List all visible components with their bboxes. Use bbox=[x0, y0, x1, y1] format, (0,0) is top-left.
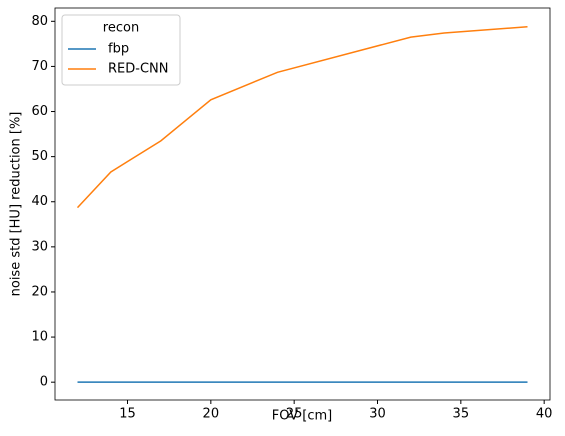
x-tick-label: 25 bbox=[286, 407, 303, 422]
x-tick-label: 40 bbox=[536, 407, 553, 422]
y-tick-label: 40 bbox=[31, 194, 48, 209]
y-tick-label: 30 bbox=[31, 239, 48, 254]
legend-box bbox=[61, 14, 181, 86]
x-tick-label: 20 bbox=[203, 407, 220, 422]
x-axis-label: FOV [cm] bbox=[272, 409, 332, 424]
legend-label: RED-CNN bbox=[108, 62, 168, 77]
y-axis-label: noise std [HU] reduction [%] bbox=[9, 112, 24, 297]
y-tick-label: 60 bbox=[31, 104, 48, 119]
line-series bbox=[76, 25, 528, 209]
x-tick-label: 15 bbox=[119, 407, 136, 422]
y-tick-label: 20 bbox=[31, 284, 48, 299]
x-tick-label: 30 bbox=[369, 407, 386, 422]
x-tick-label: 35 bbox=[453, 407, 470, 422]
legend-label: fbp bbox=[108, 42, 129, 57]
y-tick-label: 10 bbox=[31, 330, 48, 345]
y-tick-label: 70 bbox=[31, 59, 48, 74]
y-tick-label: 0 bbox=[40, 375, 48, 390]
plot-frame bbox=[54, 7, 551, 401]
y-tick-label: 80 bbox=[31, 14, 48, 29]
y-tick-label: 50 bbox=[31, 149, 48, 164]
legend-title: recon bbox=[103, 21, 139, 36]
